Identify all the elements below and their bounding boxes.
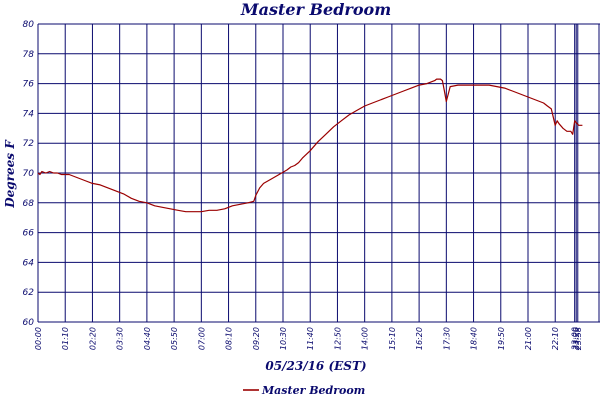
x-tick-label: 15:10 bbox=[388, 327, 397, 350]
x-tick-label: 10:30 bbox=[279, 327, 288, 350]
y-axis-label: Degrees F bbox=[3, 139, 17, 209]
x-tick-label: 09:20 bbox=[252, 327, 261, 350]
x-axis-ticks: 00:00 01:10 02:20 03:30 04:40 05:50 07:00 08:10… bbox=[34, 327, 583, 350]
series-line bbox=[37, 78, 583, 213]
y-tick-label: 70 bbox=[23, 169, 35, 179]
legend-label: Master Bedroom bbox=[261, 384, 365, 397]
x-tick-label: 19:50 bbox=[497, 327, 506, 350]
x-tick-label: 12:50 bbox=[333, 327, 342, 350]
series-group bbox=[37, 78, 583, 213]
x-tick-label: 22:10 bbox=[551, 327, 560, 350]
y-tick-label: 72 bbox=[23, 139, 35, 149]
x-tick-label: 03:30 bbox=[116, 327, 125, 350]
x-tick-label: 07:00 bbox=[197, 327, 206, 350]
y-tick-label: 74 bbox=[23, 109, 35, 119]
legend: Master Bedroom bbox=[243, 384, 365, 397]
y-tick-label: 62 bbox=[23, 288, 35, 298]
x-tick-label: 23:00 bbox=[571, 327, 580, 350]
x-tick-label: 08:10 bbox=[225, 327, 234, 350]
x-tick-label: 17:30 bbox=[442, 327, 451, 350]
chart-grid bbox=[37, 23, 600, 323]
x-tick-label: 16:20 bbox=[415, 327, 424, 350]
x-axis-label: 05/23/16 (EST) bbox=[265, 359, 366, 373]
x-tick-label: 05:50 bbox=[170, 327, 179, 350]
y-tick-label: 80 bbox=[23, 20, 35, 30]
x-tick-label: 23:20 bbox=[572, 327, 581, 350]
y-tick-label: 78 bbox=[23, 50, 35, 60]
y-tick-label: 68 bbox=[23, 199, 35, 209]
x-tick-label: 04:40 bbox=[143, 327, 152, 350]
chart-title: Master Bedroom bbox=[240, 0, 391, 19]
y-tick-label: 76 bbox=[23, 80, 35, 90]
y-tick-label: 64 bbox=[23, 258, 35, 268]
y-tick-label: 66 bbox=[23, 229, 35, 239]
x-tick-label: 21:00 bbox=[524, 327, 533, 350]
x-tick-label: 00:00 bbox=[34, 327, 43, 350]
x-tick-label: 11:40 bbox=[306, 327, 315, 350]
x-tick-label: 23:58 bbox=[574, 327, 583, 350]
x-tick-label: 18:40 bbox=[470, 327, 479, 350]
y-axis-ticks: 60 62 64 66 68 70 72 74 76 78 80 bbox=[23, 20, 35, 328]
x-tick-label: 02:20 bbox=[88, 327, 97, 350]
x-tick-label: 01:10 bbox=[61, 327, 70, 350]
y-tick-label: 60 bbox=[23, 318, 35, 328]
x-tick-label: 14:00 bbox=[361, 327, 370, 350]
